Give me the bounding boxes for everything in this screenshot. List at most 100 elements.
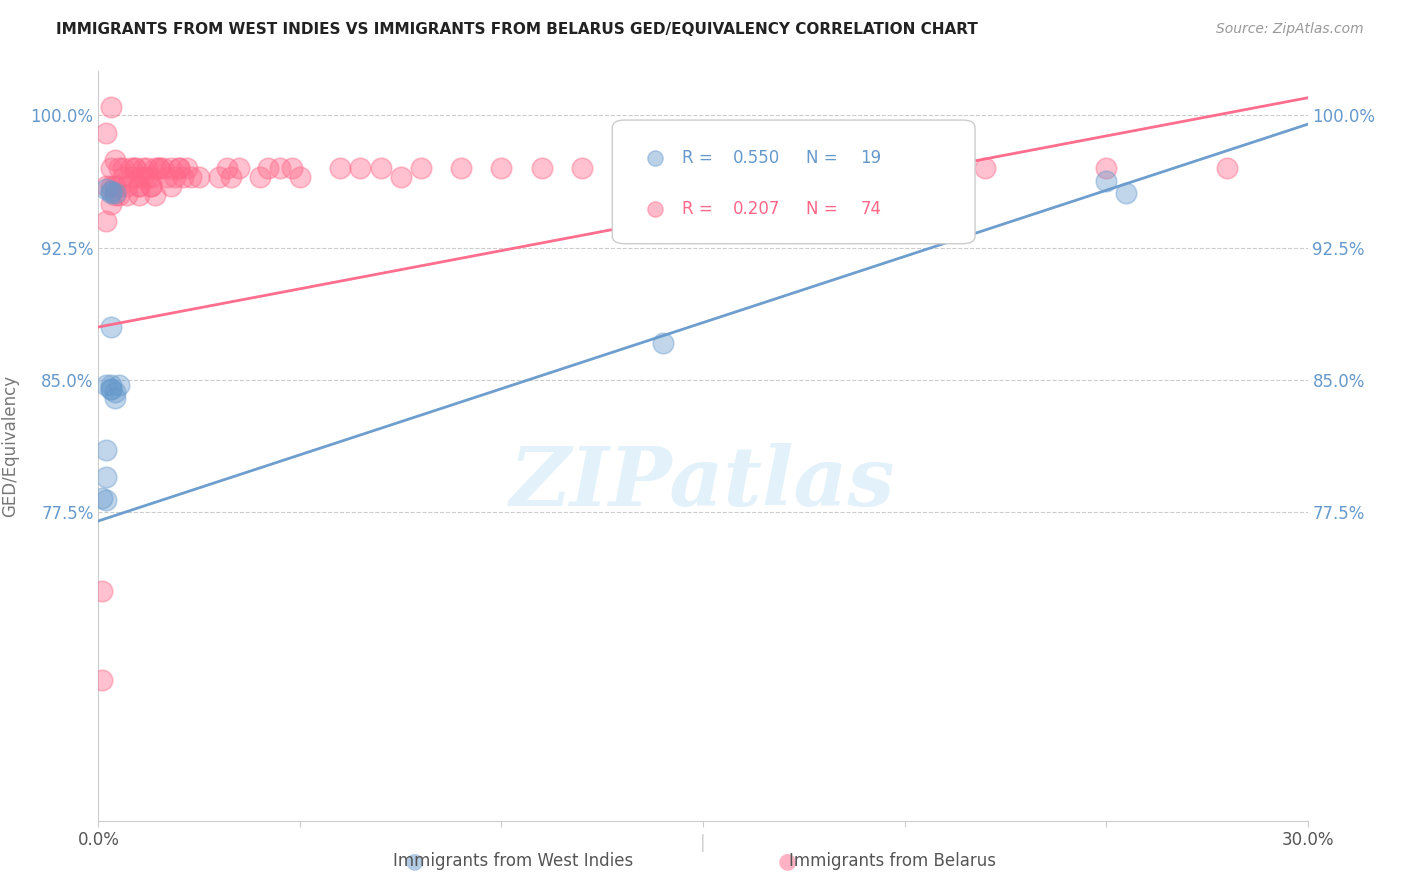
Point (135, 161, 157, 176)
Point (91, 584, 114, 599)
Point (135, 170, 157, 185)
Point (111, 161, 134, 176)
Point (148, 161, 170, 176)
Point (103, 385, 125, 400)
Point (96, 178, 118, 193)
Point (91, 673, 114, 687)
Point (1095, 174, 1118, 188)
Point (139, 178, 162, 193)
Point (115, 187, 138, 202)
Text: Immigrants from West Indies: Immigrants from West Indies (394, 852, 633, 870)
Point (143, 161, 166, 176)
Point (370, 161, 392, 176)
Point (100, 196, 122, 211)
Point (100, 382, 122, 396)
Point (100, 178, 122, 193)
Point (450, 161, 472, 176)
Point (132, 161, 155, 176)
Point (103, 186, 125, 200)
Point (160, 178, 183, 193)
Point (96, 182, 118, 196)
Point (1216, 161, 1239, 176)
Text: R =: R = (682, 149, 718, 167)
Point (91, 491, 114, 505)
Point (1115, 186, 1137, 200)
Point (96, 470, 118, 484)
Text: 19: 19 (860, 149, 882, 167)
Point (733, 170, 755, 185)
Point (96, 126, 118, 140)
Point (128, 170, 150, 185)
Point (96, 214, 118, 228)
Point (571, 161, 593, 176)
Point (107, 178, 129, 193)
Point (111, 170, 134, 185)
Point (208, 170, 231, 185)
Point (281, 161, 304, 176)
Text: ●: ● (405, 851, 425, 871)
Point (692, 161, 714, 176)
Point (256, 161, 278, 176)
Point (100, 161, 122, 176)
Point (100, 186, 122, 200)
Point (167, 161, 190, 176)
Point (389, 170, 412, 185)
Point (124, 161, 146, 176)
Text: R =: R = (682, 200, 718, 218)
Point (100, 184, 122, 198)
Point (124, 161, 146, 176)
FancyBboxPatch shape (613, 120, 976, 244)
Point (329, 161, 352, 176)
Point (813, 161, 835, 176)
Point (107, 161, 129, 176)
Point (974, 161, 997, 176)
Point (103, 391, 125, 405)
Text: |: | (700, 834, 706, 852)
Text: 74: 74 (860, 200, 882, 218)
Point (143, 187, 166, 202)
Point (100, 320, 122, 334)
Point (167, 161, 190, 176)
Point (156, 170, 179, 185)
Point (120, 170, 142, 185)
Point (172, 170, 194, 185)
Point (132, 170, 155, 185)
Point (491, 161, 513, 176)
Point (96, 492, 118, 507)
Point (115, 178, 138, 193)
Point (221, 170, 243, 185)
Point (249, 170, 271, 185)
Point (100, 100, 122, 114)
Text: N =: N = (806, 200, 842, 218)
Point (96, 443, 118, 458)
Text: Immigrants from Belarus: Immigrants from Belarus (789, 852, 997, 870)
Text: N =: N = (806, 149, 842, 167)
Point (120, 161, 142, 176)
Point (107, 187, 129, 202)
Point (107, 378, 129, 392)
Point (349, 161, 371, 176)
Text: 0.207: 0.207 (734, 200, 780, 218)
Text: IMMIGRANTS FROM WEST INDIES VS IMMIGRANTS FROM BELARUS GED/EQUIVALENCY CORRELATI: IMMIGRANTS FROM WEST INDIES VS IMMIGRANT… (56, 22, 979, 37)
Point (139, 170, 162, 185)
Point (1095, 161, 1118, 176)
Point (103, 187, 125, 202)
Point (128, 178, 150, 193)
Point (128, 178, 150, 193)
Point (152, 161, 174, 176)
Text: ZIPatlas: ZIPatlas (510, 443, 896, 524)
Point (103, 178, 125, 193)
Point (128, 187, 150, 202)
Text: Source: ZipAtlas.com: Source: ZipAtlas.com (1216, 22, 1364, 37)
Point (100, 382, 122, 396)
Point (288, 170, 311, 185)
Point (180, 170, 202, 185)
Point (409, 161, 432, 176)
Point (188, 170, 211, 185)
Point (139, 178, 162, 193)
Point (160, 161, 183, 176)
Point (530, 161, 553, 176)
Point (651, 161, 673, 176)
Point (148, 161, 170, 176)
Text: 0.550: 0.550 (734, 149, 780, 167)
